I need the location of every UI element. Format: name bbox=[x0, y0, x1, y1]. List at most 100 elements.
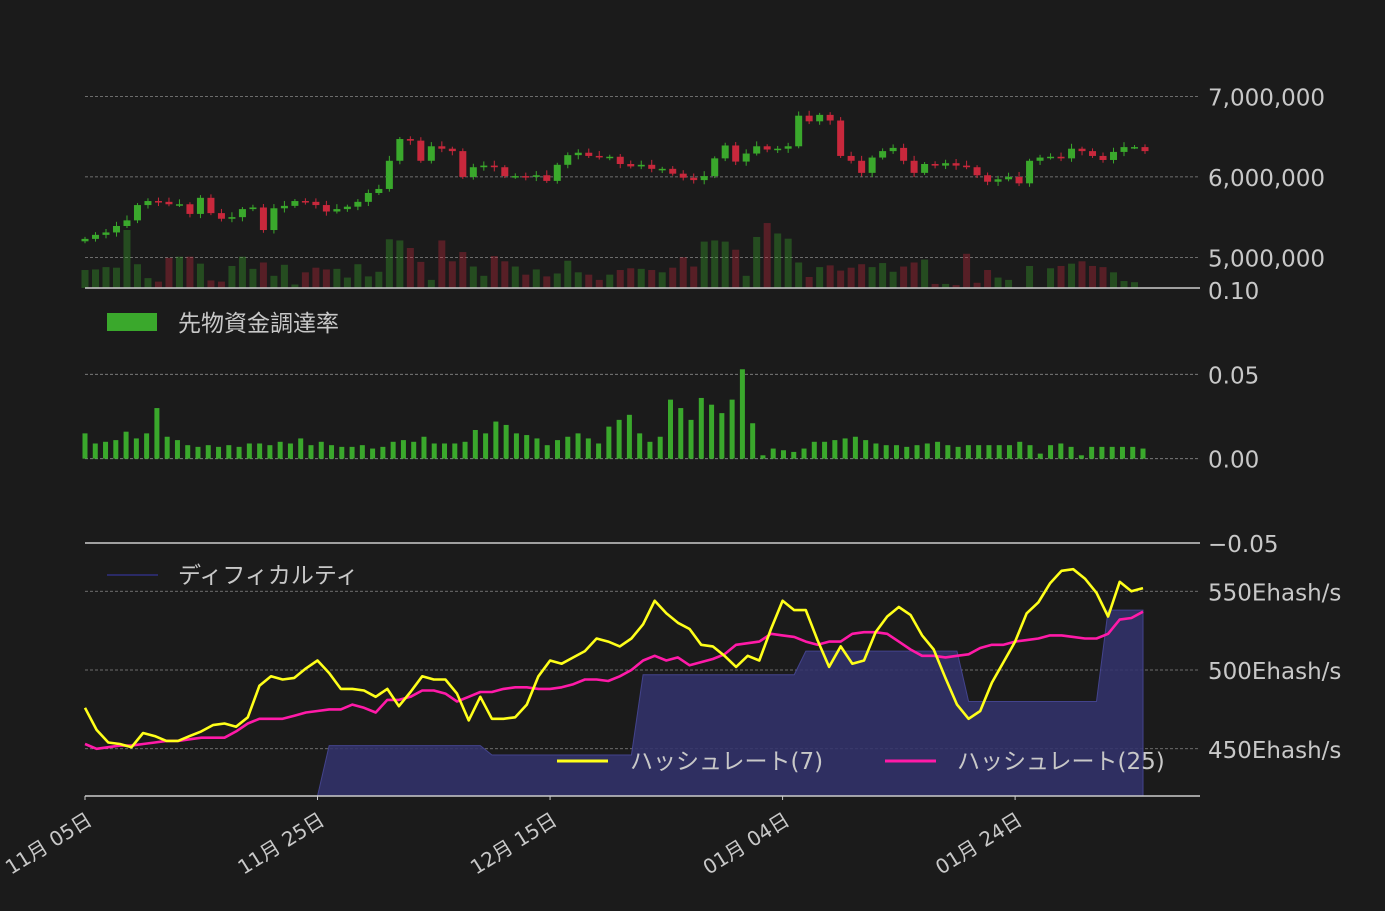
candle-body bbox=[826, 114, 834, 121]
candle-body bbox=[900, 147, 908, 161]
funding-bar bbox=[267, 445, 273, 459]
funding-bar bbox=[411, 441, 417, 459]
funding-bar bbox=[503, 424, 509, 459]
funding-bar bbox=[555, 440, 561, 459]
volume-bar bbox=[385, 239, 393, 288]
candle-body bbox=[574, 152, 582, 156]
volume-bar bbox=[207, 280, 215, 288]
funding-bar bbox=[82, 433, 88, 459]
funding-bar bbox=[452, 443, 458, 459]
volume-bar bbox=[763, 223, 771, 288]
volume-bar bbox=[417, 261, 425, 288]
candle-body bbox=[322, 205, 330, 212]
funding-bar bbox=[965, 445, 971, 459]
funding-bar bbox=[822, 441, 828, 459]
funding-bar bbox=[770, 448, 776, 459]
volume-bar bbox=[711, 240, 719, 288]
funding-bar bbox=[596, 443, 602, 459]
volume-bar bbox=[1005, 279, 1013, 288]
hashrate-tick-label: 450Ehash/s bbox=[1208, 738, 1341, 764]
funding-bar bbox=[852, 436, 858, 459]
candle-body bbox=[1036, 157, 1044, 161]
volume-bar bbox=[1110, 272, 1118, 288]
volume-bar bbox=[774, 233, 782, 288]
funding-bar bbox=[1017, 441, 1023, 459]
candle-body bbox=[742, 153, 750, 162]
difficulty-legend-label: ディフィカルティ bbox=[178, 563, 359, 589]
candle-body bbox=[364, 192, 372, 202]
volume-bar bbox=[1131, 282, 1139, 288]
candle-body bbox=[154, 201, 162, 203]
volume-bar bbox=[732, 249, 740, 288]
candle-body bbox=[690, 177, 698, 181]
volume-bar bbox=[1047, 268, 1055, 288]
candle-body bbox=[291, 201, 299, 206]
hashrate-tick-label: 500Ehash/s bbox=[1208, 659, 1341, 685]
volume-bar bbox=[1120, 281, 1128, 288]
candle-body bbox=[427, 146, 435, 161]
funding-bar bbox=[873, 443, 879, 459]
candle-body bbox=[963, 165, 971, 168]
volume-bar bbox=[858, 264, 866, 288]
volume-bar bbox=[627, 268, 635, 288]
candle-body bbox=[511, 176, 519, 178]
funding-bar bbox=[1006, 445, 1012, 459]
volume-bar bbox=[742, 275, 750, 288]
funding-bar bbox=[164, 436, 170, 459]
candle-body bbox=[480, 165, 488, 168]
funding-bar bbox=[329, 445, 335, 459]
volume-bar bbox=[270, 275, 278, 288]
funding-bar bbox=[298, 438, 304, 459]
volume-bar bbox=[994, 277, 1002, 288]
funding-bar bbox=[277, 441, 283, 459]
candle-body bbox=[343, 206, 351, 210]
candle-body bbox=[627, 164, 635, 167]
candle-body bbox=[658, 168, 666, 171]
candle-body bbox=[753, 146, 761, 154]
funding-bar bbox=[1140, 448, 1146, 459]
volume-bar bbox=[564, 260, 572, 288]
funding-bar bbox=[678, 408, 684, 459]
funding-bar bbox=[698, 397, 704, 459]
difficulty-area bbox=[85, 609, 1144, 797]
volume-bar bbox=[1089, 265, 1097, 288]
funding-bar bbox=[400, 440, 406, 459]
volume-bar bbox=[354, 264, 362, 288]
funding-bar bbox=[226, 445, 232, 459]
funding-bar bbox=[914, 445, 920, 459]
volume-bar bbox=[322, 269, 330, 288]
funding-bar bbox=[113, 440, 119, 459]
funding-bar bbox=[1027, 445, 1033, 459]
candle-body bbox=[931, 164, 939, 166]
volume-bar bbox=[217, 281, 225, 288]
volume-bar bbox=[291, 284, 299, 288]
volume-bar bbox=[81, 270, 89, 288]
funding-bar bbox=[103, 441, 109, 459]
candle-body bbox=[816, 114, 824, 122]
funding-bar bbox=[133, 438, 139, 459]
volume-bar bbox=[942, 283, 950, 288]
funding-bar bbox=[647, 441, 653, 459]
candle-body bbox=[679, 173, 687, 178]
volume-bar bbox=[238, 256, 246, 288]
volume-bar bbox=[312, 267, 320, 288]
volume-bar bbox=[280, 264, 288, 288]
funding-bar bbox=[585, 438, 591, 459]
volume-bar bbox=[175, 256, 183, 288]
funding-bar bbox=[1078, 455, 1084, 459]
volume-bar bbox=[228, 265, 236, 288]
volume-bar bbox=[973, 282, 981, 288]
funding-bar bbox=[626, 414, 632, 459]
candle-body bbox=[564, 155, 572, 165]
volume-bar bbox=[144, 278, 152, 288]
funding-bar bbox=[154, 408, 160, 459]
candle-body bbox=[312, 201, 320, 206]
candle-body bbox=[385, 160, 393, 189]
funding-bars bbox=[82, 369, 1146, 459]
candle-body bbox=[175, 204, 183, 206]
volume-bar bbox=[469, 266, 477, 288]
candle-body bbox=[1005, 176, 1013, 180]
funding-bar bbox=[1068, 446, 1074, 459]
funding-bar bbox=[811, 441, 817, 459]
